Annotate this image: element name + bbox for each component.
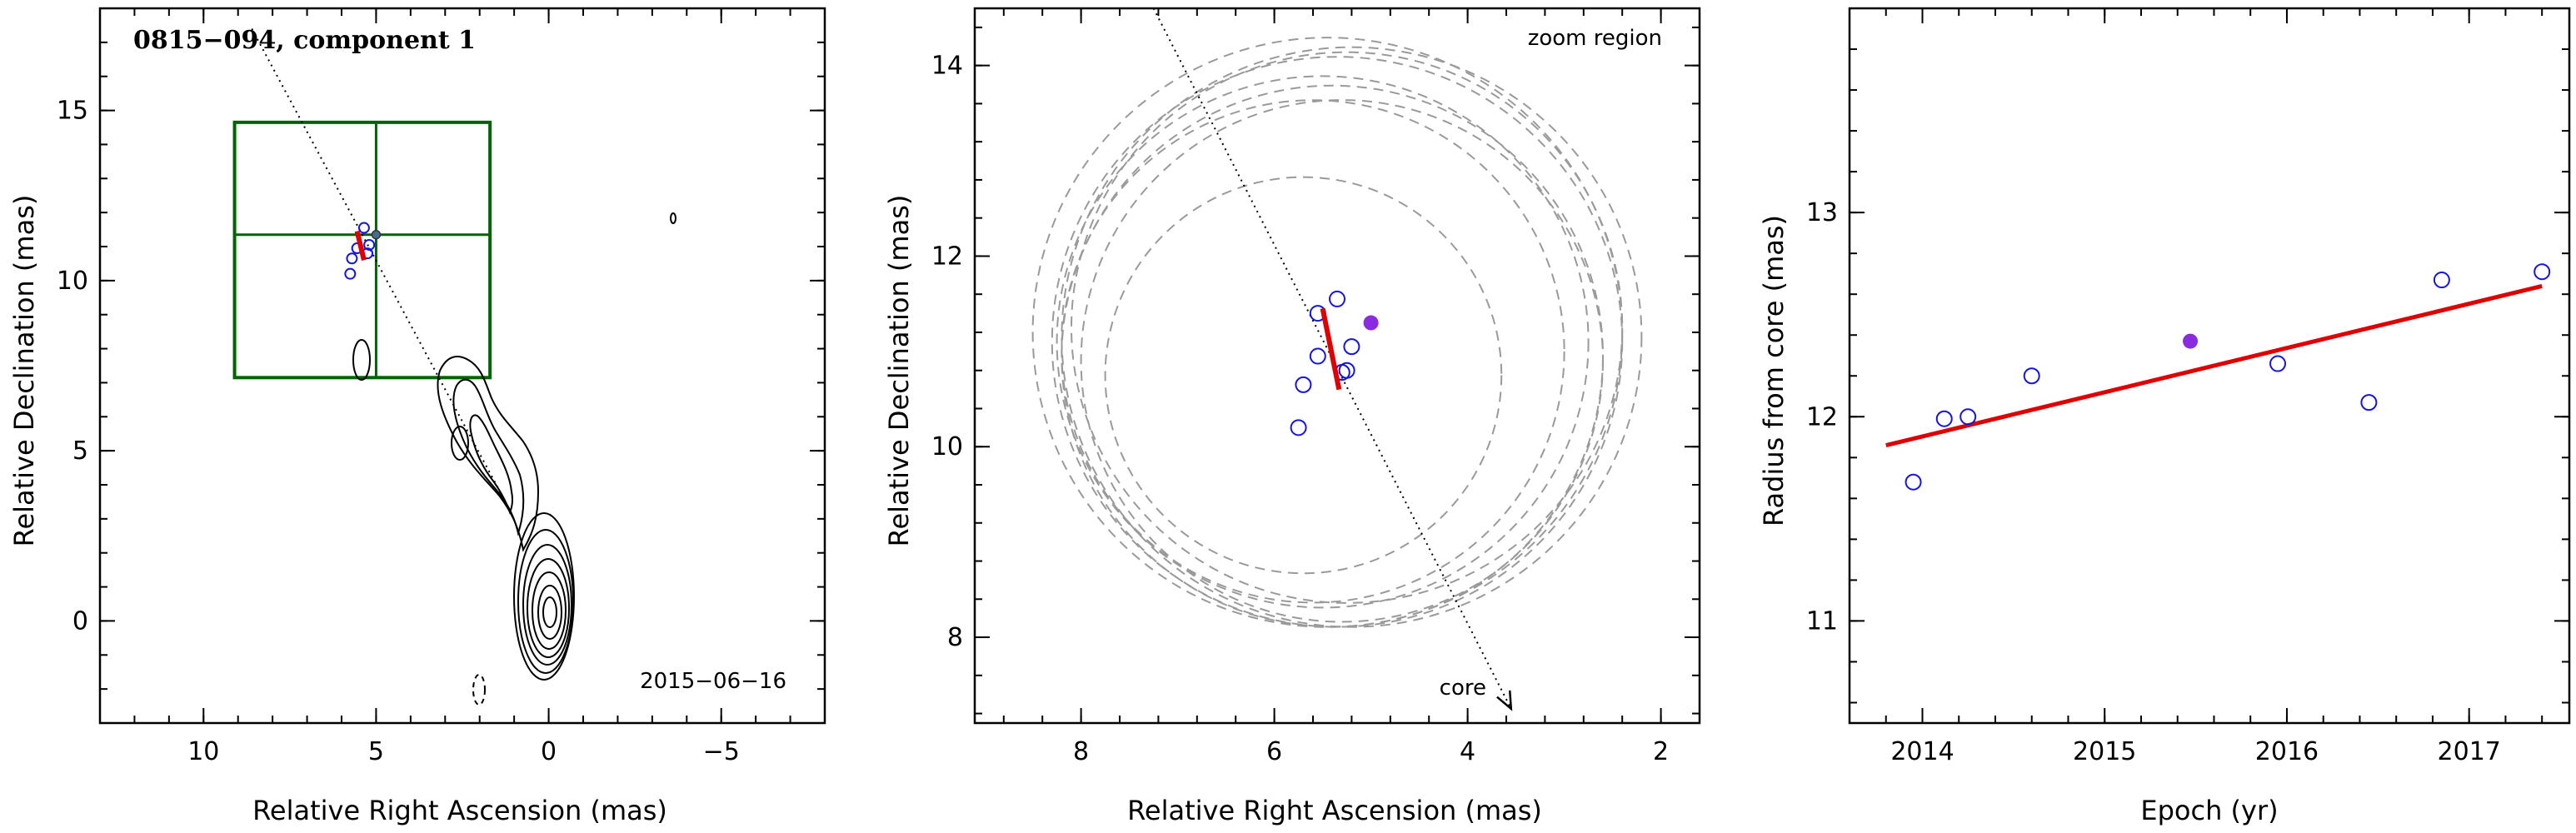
panel-2-y-tick-label: 12 bbox=[931, 242, 963, 271]
panel-2-y-tick-label: 10 bbox=[931, 432, 963, 461]
panel-1-x-tick-label: 10 bbox=[187, 737, 219, 766]
epoch-point bbox=[2269, 355, 2287, 372]
panel-1-x-tick-label: 0 bbox=[541, 737, 557, 766]
panel-1-plot-frame bbox=[98, 7, 826, 725]
panel-3-y-tick-label: 11 bbox=[1806, 606, 1838, 636]
jet-contour bbox=[437, 356, 540, 552]
panel-1-marks bbox=[232, 28, 508, 506]
fit-segment bbox=[1320, 307, 1342, 391]
panel-1-axes: 10 5 0 −5 0 5 10 15 bbox=[57, 7, 826, 766]
panel-1-x-tick-label: −5 bbox=[703, 737, 740, 766]
uncertainty-circle bbox=[1031, 37, 1624, 628]
epoch-point bbox=[2534, 263, 2551, 281]
panel-2-y-tick-label: 14 bbox=[931, 52, 963, 81]
panel-3-x-tick-label: 2015 bbox=[2073, 737, 2136, 766]
current-epoch-point bbox=[1363, 315, 1379, 331]
uncertainty-circle bbox=[1071, 51, 1624, 604]
trajectory-line bbox=[251, 28, 508, 506]
core-arrow-head bbox=[1496, 690, 1513, 711]
panel-3-x-tick-label: 2017 bbox=[2438, 737, 2501, 766]
panel-3-y-axis-label: Radius from core (mas) bbox=[1758, 215, 1790, 526]
jet-contour bbox=[452, 378, 525, 536]
core-contour bbox=[513, 512, 575, 681]
fit-line bbox=[1885, 283, 2543, 448]
fit-segment bbox=[354, 230, 367, 262]
epoch-point bbox=[357, 222, 370, 234]
current-epoch-point bbox=[2183, 333, 2199, 349]
zoom-region-box bbox=[232, 120, 492, 380]
core-arrow-label: core bbox=[1440, 676, 1486, 701]
core-contour bbox=[532, 571, 567, 650]
panel-2-marks bbox=[1031, 7, 1643, 711]
jet-contour bbox=[469, 414, 514, 515]
panel-2-y-axis-label: Relative Declination (mas) bbox=[883, 195, 915, 547]
panel-2-y-tick-label: 8 bbox=[947, 623, 963, 652]
panel-1-x-axis-label: Relative Right Ascension (mas) bbox=[252, 795, 667, 826]
uncertainty-circle bbox=[1104, 176, 1503, 575]
panel-3-y-tick-label: 13 bbox=[1806, 198, 1838, 227]
jet-knot-contour bbox=[451, 426, 469, 461]
panel-1-title: 0815−094, component 1 bbox=[133, 26, 476, 55]
panel-3-radius-vs-epoch: 2014 2015 2016 2017 11 12 13 Epoch (yr) Radius… bbox=[1758, 7, 2571, 826]
core-contour bbox=[537, 585, 562, 640]
panel-2-x-tick-label: 6 bbox=[1266, 737, 1282, 766]
epoch-point bbox=[2023, 367, 2040, 385]
uncertainty-circle bbox=[1080, 99, 1605, 623]
panel-1-y-tick-label: 5 bbox=[72, 436, 88, 466]
panel-1-y-axis-label: Relative Declination (mas) bbox=[8, 195, 40, 547]
panel-1-x-tick-label: 5 bbox=[368, 737, 384, 766]
zoom-region-label: zoom region bbox=[1528, 26, 1662, 51]
panel-3-axes: 2014 2015 2016 2017 11 12 13 bbox=[1806, 7, 2571, 766]
epoch-point bbox=[2433, 272, 2450, 289]
epoch-point bbox=[1290, 419, 1307, 436]
epoch-point bbox=[1905, 473, 1922, 491]
epoch-point bbox=[363, 238, 376, 251]
panel-3-x-tick-label: 2014 bbox=[1890, 737, 1954, 766]
uncertainty-circle bbox=[1061, 99, 1565, 604]
panel-1-y-tick-label: 10 bbox=[57, 267, 88, 296]
epoch-point bbox=[1343, 338, 1360, 356]
panel-2-plot-frame bbox=[973, 7, 1701, 725]
panel-3-plot-frame bbox=[1848, 7, 2571, 725]
panel-2-x-tick-label: 4 bbox=[1460, 737, 1475, 766]
panel-3-x-tick-label: 2016 bbox=[2255, 737, 2319, 766]
epoch-point bbox=[1295, 376, 1312, 393]
panel-2-x-tick-label: 8 bbox=[1073, 737, 1089, 766]
noise-contour bbox=[472, 674, 486, 706]
panel-3-marks bbox=[1885, 263, 2551, 491]
epoch-point bbox=[1329, 290, 1345, 307]
uncertainty-circle bbox=[1061, 46, 1643, 628]
core-contour bbox=[522, 544, 572, 666]
jet-knot-contour bbox=[352, 339, 371, 381]
panel-2-axes: 8 6 4 2 8 10 12 14 bbox=[931, 7, 1701, 766]
panel-2-zoom-region: 8 6 4 2 8 10 12 14 zoom region core Relative Ri… bbox=[883, 7, 1701, 826]
epoch-point bbox=[1935, 410, 1953, 427]
epoch-point bbox=[1309, 347, 1326, 365]
epoch-point bbox=[1959, 408, 1977, 426]
epoch-date-label: 2015−06−16 bbox=[640, 669, 786, 694]
epoch-point bbox=[344, 267, 357, 280]
core-contour bbox=[542, 596, 557, 628]
panel-1-y-tick-label: 0 bbox=[72, 606, 88, 636]
panel-1-contours bbox=[352, 212, 676, 706]
panel-3-x-axis-label: Epoch (yr) bbox=[2140, 795, 2278, 826]
panel-2-x-axis-label: Relative Right Ascension (mas) bbox=[1127, 795, 1542, 826]
uncertainty-circle bbox=[1056, 75, 1590, 609]
current-epoch-point bbox=[371, 229, 382, 240]
epoch-point bbox=[346, 252, 358, 265]
noise-contour bbox=[670, 212, 676, 224]
epoch-point bbox=[2360, 394, 2378, 412]
panel-2-x-tick-label: 2 bbox=[1653, 737, 1669, 766]
core-contour bbox=[527, 558, 570, 658]
panel-1-contour-map: 10 5 0 −5 0 5 10 15 0815−094, component 1 2015−… bbox=[8, 7, 826, 826]
panel-3-y-tick-label: 12 bbox=[1806, 402, 1838, 431]
panel-1-y-tick-label: 15 bbox=[57, 97, 88, 126]
